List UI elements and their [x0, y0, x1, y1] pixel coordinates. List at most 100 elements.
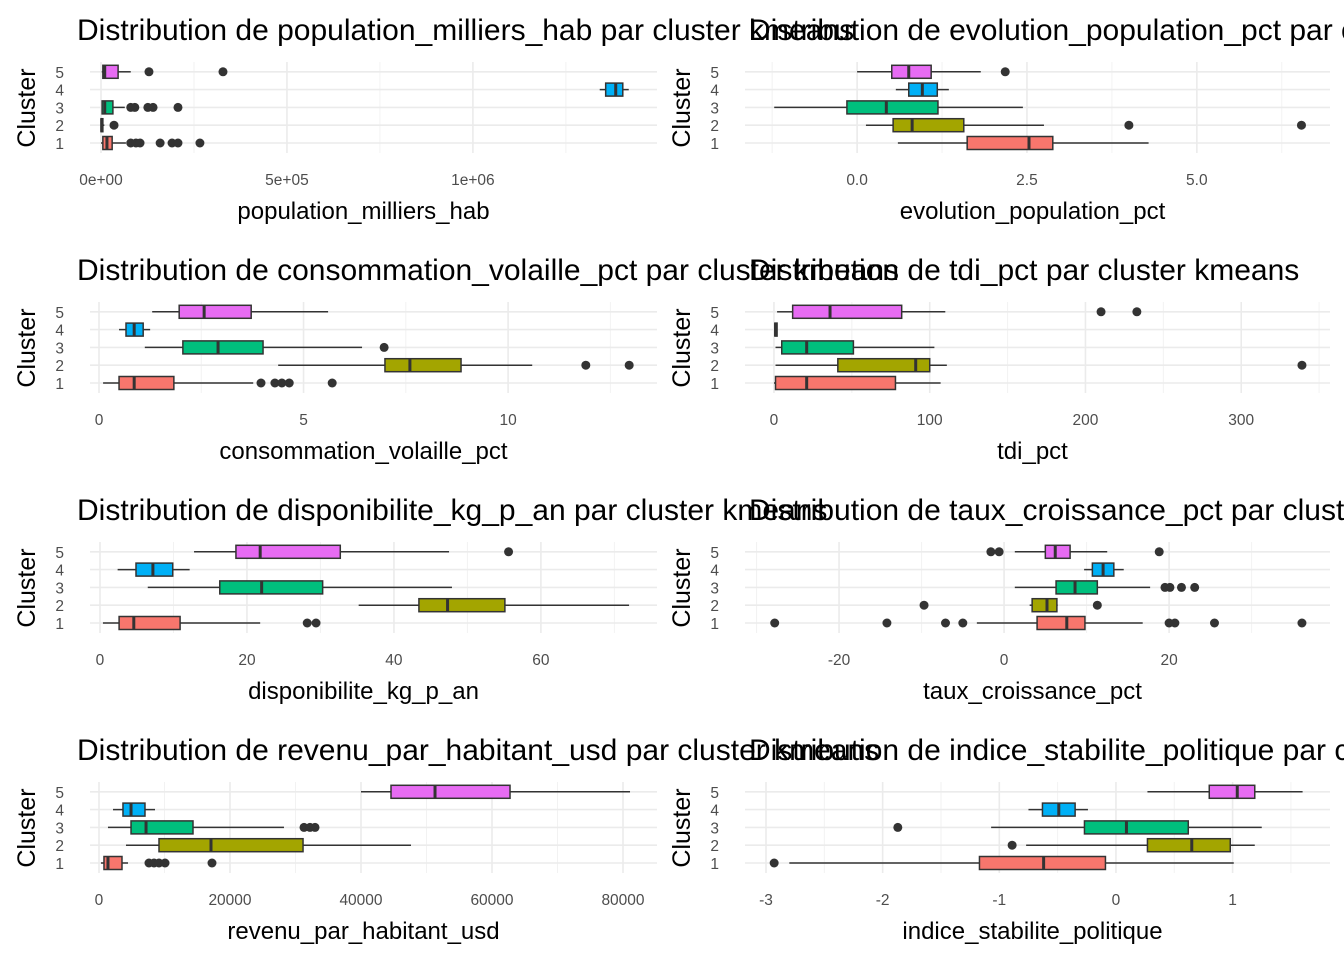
outlier-point [1000, 67, 1010, 77]
y-axis-label: Cluster [13, 788, 41, 867]
iqr-box [892, 117, 965, 133]
outlier-point [1297, 360, 1307, 370]
iqr-box [781, 340, 855, 355]
outlier-point [1165, 582, 1175, 592]
y-tick-label: 3 [55, 100, 64, 117]
outlier-point [379, 342, 389, 352]
outlier-point [311, 618, 321, 628]
iqr-box [1083, 820, 1190, 835]
box-cluster-4 [1028, 802, 1088, 817]
iqr-box [182, 340, 264, 355]
y-tick-label: 4 [55, 563, 64, 580]
iqr-box [1036, 615, 1086, 631]
box-cluster-1 [897, 135, 1149, 151]
outlier-point [135, 138, 145, 148]
box-cluster-5 [361, 784, 631, 800]
outlier-point [310, 822, 320, 832]
outlier-point [941, 618, 951, 628]
outlier-point [173, 138, 183, 148]
y-axis-label: Cluster [668, 68, 696, 147]
y-tick-label: 2 [710, 838, 719, 855]
x-tick-label: -1 [992, 892, 1006, 909]
outlier-point [144, 67, 154, 77]
y-tick-label: 3 [55, 340, 64, 357]
panel-title: Distribution de evolution_population_pct… [749, 14, 1344, 47]
outlier-point [1170, 618, 1180, 628]
iqr-box [118, 375, 175, 391]
iqr-box [130, 820, 194, 835]
iqr-box [178, 304, 252, 320]
x-tick-label: 2.5 [1016, 172, 1038, 189]
box-cluster-1 [100, 855, 217, 871]
x-tick-label: 20 [1160, 652, 1178, 669]
iqr-box [118, 615, 181, 631]
panel-8: -3 -2 -1 0 112345Clusterindice_stabilite_pol… [668, 782, 1330, 945]
x-tick-label: 60 [532, 652, 550, 669]
y-tick-label: 2 [710, 358, 719, 375]
box-cluster-5 [777, 304, 1142, 320]
outlier-point [155, 138, 165, 148]
iqr-box [158, 837, 304, 853]
outlier-point [270, 378, 280, 388]
x-tick-label: 40000 [339, 892, 382, 909]
panel-title: Distribution de tdi_pct par cluster kmea… [749, 254, 1299, 287]
box-cluster-5 [152, 304, 329, 320]
outlier-point [1190, 582, 1200, 592]
panel-3: 0 5 1012345Clusterconsommation_volaille_pc… [13, 302, 657, 465]
box-cluster-1 [770, 615, 1307, 631]
box-cluster-1 [102, 615, 321, 631]
x-tick-label: 5.0 [1186, 172, 1208, 189]
box-cluster-4 [113, 802, 156, 817]
outlier-point [1297, 618, 1307, 628]
outlier-point [256, 378, 266, 388]
x-axis-label: disponibilite_kg_p_an [248, 678, 479, 705]
box-cluster-3 [775, 340, 935, 355]
y-tick-label: 3 [710, 340, 719, 357]
iqr-box [774, 375, 897, 391]
outlier-point [302, 618, 312, 628]
outlier-point [986, 547, 996, 557]
x-tick-label: -2 [876, 892, 890, 909]
outlier-point [1176, 582, 1186, 592]
iqr-box [837, 357, 931, 373]
iqr-box [891, 64, 932, 80]
outlier-point [882, 618, 892, 628]
y-tick-label: 1 [710, 616, 719, 633]
y-tick-label: 2 [55, 358, 64, 375]
iqr-box [1055, 580, 1099, 595]
outlier-point [581, 360, 591, 370]
y-axis-label: Cluster [13, 308, 41, 387]
x-tick-label: 60000 [470, 892, 513, 909]
box-cluster-5 [986, 544, 1164, 560]
outlier-point [1132, 307, 1142, 317]
x-axis-label: indice_stabilite_politique [902, 918, 1162, 945]
outlier-point [1124, 120, 1134, 130]
panel-title: Distribution de disponibilite_kg_p_an pa… [77, 494, 827, 527]
outlier-point [1154, 547, 1164, 557]
outlier-point [893, 822, 903, 832]
y-tick-label: 4 [710, 563, 719, 580]
x-tick-label: 5 [299, 412, 308, 429]
y-tick-label: 1 [55, 856, 64, 873]
x-tick-label: 200 [1073, 412, 1099, 429]
x-tick-label: 80000 [601, 892, 644, 909]
y-tick-label: 4 [710, 803, 719, 820]
iqr-box [1146, 837, 1232, 853]
y-tick-label: 3 [710, 820, 719, 837]
x-tick-label: 10 [499, 412, 517, 429]
y-tick-label: 1 [55, 136, 64, 153]
x-tick-label: 0 [1112, 892, 1121, 909]
outlier-point [173, 102, 183, 112]
y-tick-label: 2 [55, 838, 64, 855]
outlier-point [130, 102, 140, 112]
y-tick-label: 3 [55, 580, 64, 597]
y-tick-label: 1 [710, 376, 719, 393]
iqr-box [384, 357, 462, 373]
outlier-point [207, 858, 217, 868]
titles-layer: Distribution de population_milliers_hab … [77, 14, 1344, 767]
box-cluster-2 [919, 597, 1102, 613]
y-tick-label: 5 [710, 785, 719, 802]
